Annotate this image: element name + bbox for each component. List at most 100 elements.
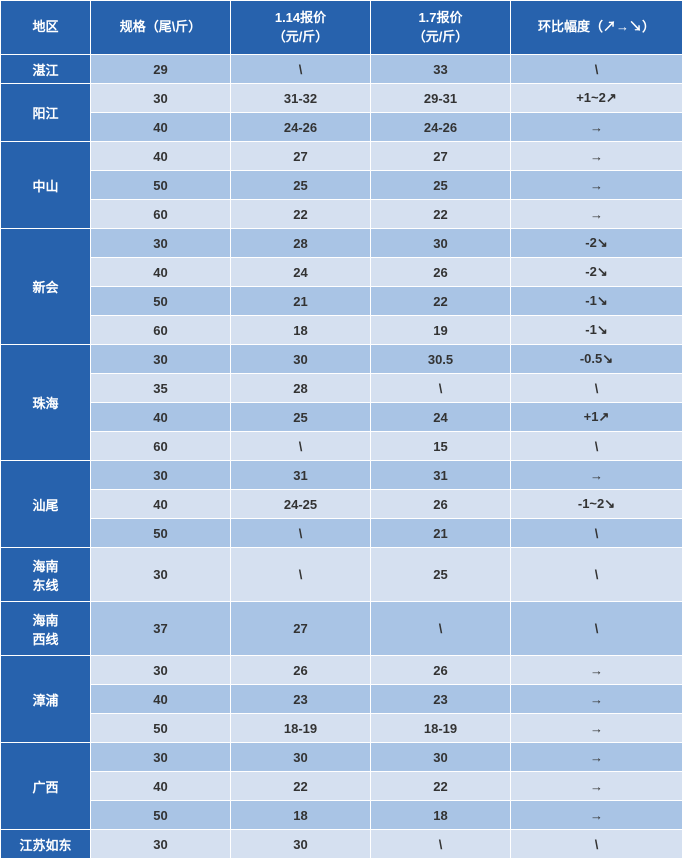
header-region: 地区 (1, 1, 91, 55)
cell-region: 新会 (1, 229, 91, 345)
cell-spec: 60 (91, 432, 231, 461)
table-row: 中山402727→ (1, 142, 682, 171)
table-header: 地区 规格（尾\斤） 1.14报价（元/斤） 1.7报价（元/斤） 环比幅度（↗… (1, 1, 682, 55)
cell-spec: 50 (91, 171, 231, 200)
table-row: 阳江3031-3229-31+1~2↗ (1, 84, 682, 113)
cell-price2: \ (371, 374, 511, 403)
cell-amp: \ (511, 519, 682, 548)
cell-spec: 60 (91, 200, 231, 229)
table-row: 江苏如东3030\\ (1, 830, 682, 859)
cell-spec: 40 (91, 113, 231, 142)
cell-price2: 30 (371, 743, 511, 772)
cell-amp: -0.5↘ (511, 345, 682, 374)
cell-price2: 25 (371, 548, 511, 602)
cell-amp: → (511, 685, 682, 714)
cell-amp: \ (511, 830, 682, 859)
cell-price2: 19 (371, 316, 511, 345)
cell-region: 汕尾 (1, 461, 91, 548)
cell-price1: 30 (231, 743, 371, 772)
cell-region: 阳江 (1, 84, 91, 142)
cell-spec: 30 (91, 461, 231, 490)
cell-amp: \ (511, 55, 682, 84)
table-row: 601819-1↘ (1, 316, 682, 345)
cell-price1: 24 (231, 258, 371, 287)
cell-spec: 50 (91, 519, 231, 548)
cell-region: 中山 (1, 142, 91, 229)
cell-spec: 40 (91, 772, 231, 801)
cell-price2: 25 (371, 171, 511, 200)
cell-price2: 24-26 (371, 113, 511, 142)
table-row: 海南西线3727\\ (1, 602, 682, 656)
table-row: 502122-1↘ (1, 287, 682, 316)
table-row: 汕尾303131→ (1, 461, 682, 490)
cell-price1: 24-26 (231, 113, 371, 142)
cell-region: 江苏如东 (1, 830, 91, 859)
cell-price1: 23 (231, 685, 371, 714)
table-row: 5018-1918-19→ (1, 714, 682, 743)
cell-amp: → (511, 801, 682, 830)
table-row: 402426-2↘ (1, 258, 682, 287)
table-row: 湛江29\33\ (1, 55, 682, 84)
cell-price1: \ (231, 432, 371, 461)
table-body: 湛江29\33\阳江3031-3229-31+1~2↗4024-2624-26→… (1, 55, 682, 859)
table-row: 402323→ (1, 685, 682, 714)
cell-spec: 30 (91, 229, 231, 258)
cell-price2: 23 (371, 685, 511, 714)
cell-spec: 29 (91, 55, 231, 84)
cell-price1: 27 (231, 142, 371, 171)
cell-price1: 18-19 (231, 714, 371, 743)
cell-region: 海南西线 (1, 602, 91, 656)
cell-spec: 40 (91, 685, 231, 714)
cell-spec: 30 (91, 345, 231, 374)
cell-price2: 15 (371, 432, 511, 461)
cell-price1: \ (231, 548, 371, 602)
cell-price1: 22 (231, 200, 371, 229)
cell-price1: 18 (231, 801, 371, 830)
cell-price2: 27 (371, 142, 511, 171)
cell-amp: \ (511, 548, 682, 602)
price-table: 地区 规格（尾\斤） 1.14报价（元/斤） 1.7报价（元/斤） 环比幅度（↗… (0, 0, 682, 859)
cell-price2: 30 (371, 229, 511, 258)
cell-spec: 35 (91, 374, 231, 403)
cell-price2: 18-19 (371, 714, 511, 743)
cell-price2: 29-31 (371, 84, 511, 113)
table-row: 60\15\ (1, 432, 682, 461)
cell-price1: 18 (231, 316, 371, 345)
cell-region: 漳浦 (1, 656, 91, 743)
cell-amp: \ (511, 602, 682, 656)
cell-price1: 28 (231, 229, 371, 258)
cell-spec: 50 (91, 714, 231, 743)
cell-price2: 26 (371, 490, 511, 519)
cell-price1: 26 (231, 656, 371, 685)
cell-amp: → (511, 656, 682, 685)
table-row: 4024-2624-26→ (1, 113, 682, 142)
table-row: 3528\\ (1, 374, 682, 403)
cell-spec: 40 (91, 490, 231, 519)
cell-price2: \ (371, 602, 511, 656)
cell-price2: 26 (371, 258, 511, 287)
cell-amp: → (511, 714, 682, 743)
cell-price2: 22 (371, 287, 511, 316)
table-row: 501818→ (1, 801, 682, 830)
cell-price2: 31 (371, 461, 511, 490)
cell-amp: -1↘ (511, 287, 682, 316)
table-row: 海南东线30\25\ (1, 548, 682, 602)
cell-spec: 40 (91, 142, 231, 171)
table-row: 502525→ (1, 171, 682, 200)
header-price2: 1.7报价（元/斤） (371, 1, 511, 55)
cell-price1: \ (231, 55, 371, 84)
cell-region: 广西 (1, 743, 91, 830)
cell-price1: 28 (231, 374, 371, 403)
cell-spec: 60 (91, 316, 231, 345)
cell-price2: 26 (371, 656, 511, 685)
table-row: 602222→ (1, 200, 682, 229)
cell-spec: 50 (91, 287, 231, 316)
cell-price1: 31 (231, 461, 371, 490)
cell-amp: → (511, 772, 682, 801)
table-row: 新会302830-2↘ (1, 229, 682, 258)
cell-price1: 25 (231, 171, 371, 200)
cell-amp: → (511, 171, 682, 200)
cell-amp: → (511, 113, 682, 142)
cell-price1: 22 (231, 772, 371, 801)
table-row: 402222→ (1, 772, 682, 801)
